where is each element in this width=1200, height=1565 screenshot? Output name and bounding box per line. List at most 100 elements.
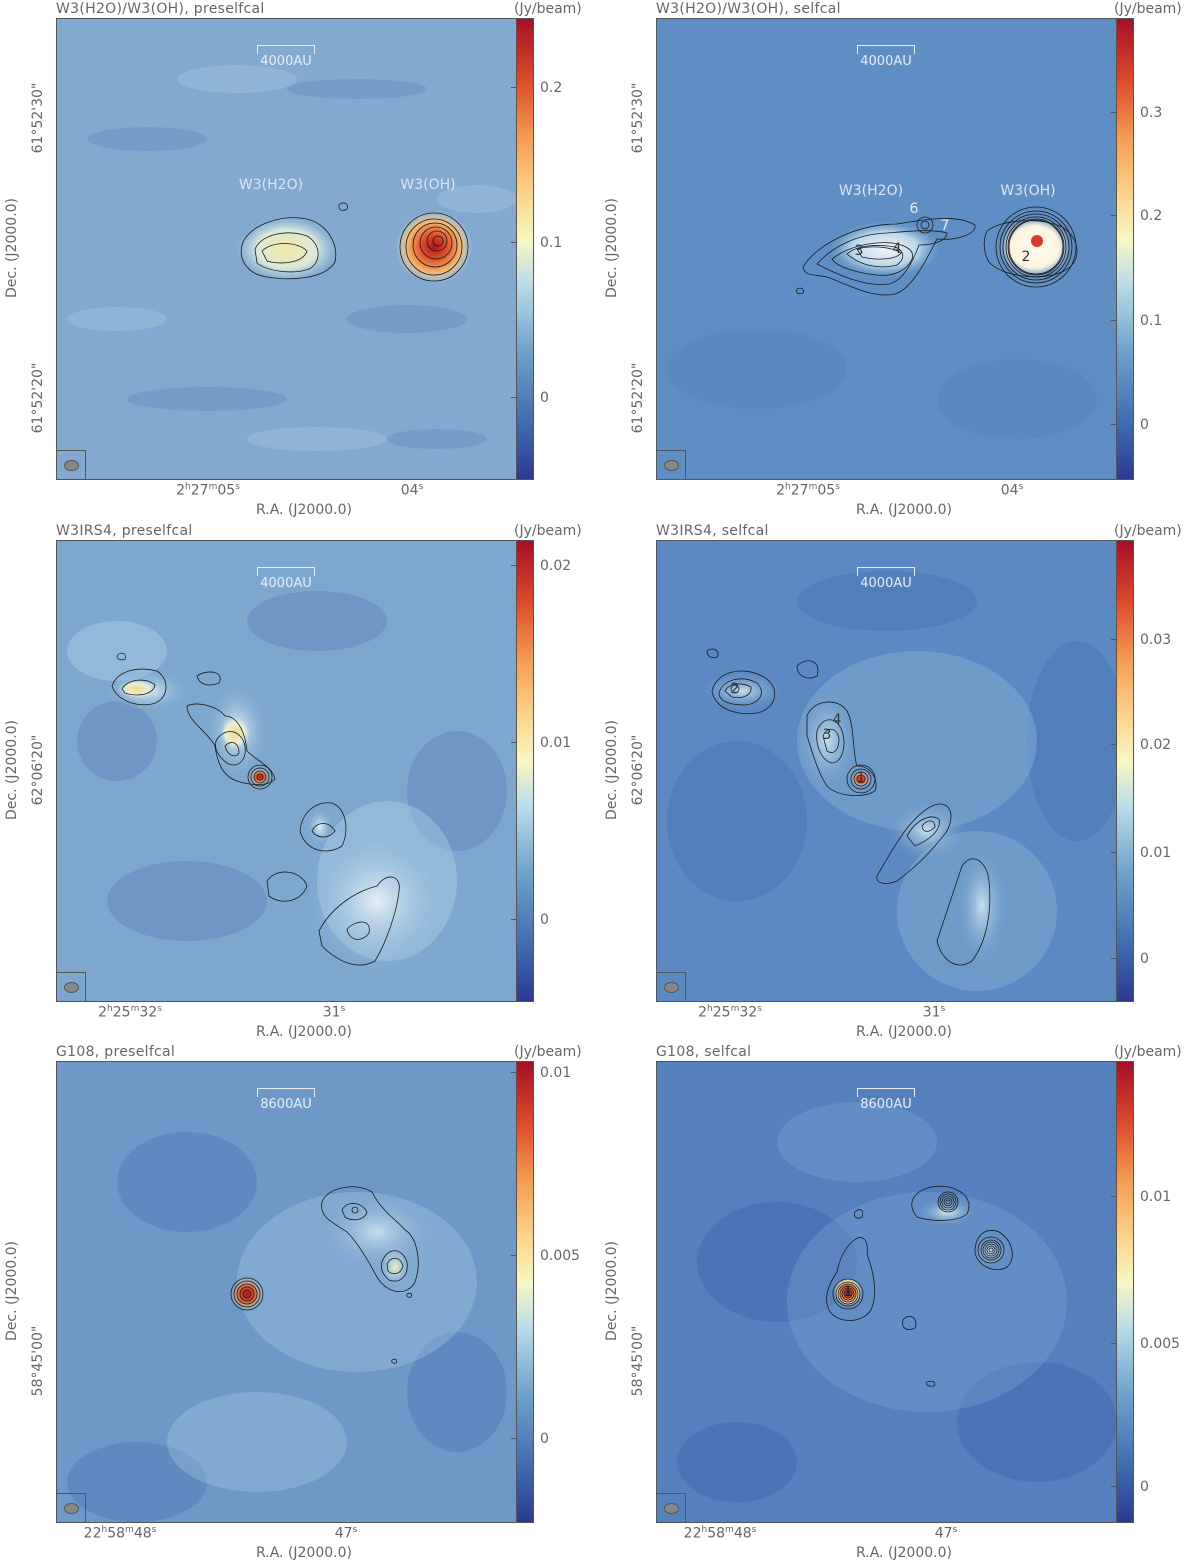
colorbar-tick: 0 — [540, 1431, 549, 1447]
ra-tick: 2h25m32s — [98, 1004, 162, 1021]
beam-ellipse — [657, 972, 686, 1001]
colorbar-tick: 0.02 — [1140, 737, 1172, 753]
colorbar-tick: 0.1 — [1140, 313, 1163, 329]
scale-label: 4000AU — [860, 576, 912, 591]
ra-tick: 47s — [334, 1525, 358, 1542]
ra-tick: 47s — [934, 1525, 958, 1542]
ra-tick: 2h25m32s — [698, 1004, 762, 1021]
source-label-w3h2o: W3(H2O) — [838, 183, 904, 199]
x-axis-label: R.A. (J2000.0) — [856, 502, 952, 518]
y-axis-label: Dec. (J2000.0) — [4, 1240, 20, 1342]
dec-tick: 58°45'00" — [630, 1325, 646, 1397]
panel-title: W3(H2O)/W3(OH), selfcal — [656, 1, 841, 17]
map-image — [657, 19, 1117, 479]
panel-g108-preselfcal: G108, preselfcal (Jy/beam) — [0, 1043, 600, 1563]
colorbar-unit: (Jy/beam) — [1114, 523, 1182, 539]
x-axis-label: R.A. (J2000.0) — [256, 502, 352, 518]
colorbar-tick: 0.01 — [540, 1065, 572, 1081]
intensity-map: 4000AU 2 4 3 1 — [656, 540, 1118, 1002]
colorbar-tick: 0 — [1140, 951, 1149, 967]
ra-tick: 04s — [400, 482, 424, 499]
colorbar-unit: (Jy/beam) — [514, 1, 582, 17]
x-axis-label: R.A. (J2000.0) — [856, 1545, 952, 1561]
scale-bar: 4000AU — [857, 45, 915, 69]
dec-tick: 58°45'00" — [30, 1325, 46, 1397]
scale-label: 4000AU — [860, 54, 912, 69]
colorbar-tick: 0 — [1140, 417, 1149, 433]
panel-w3h2o-preselfcal: W3(H2O)/W3(OH), preselfcal (Jy/beam) — [0, 0, 600, 520]
ra-tick: 31s — [322, 1004, 346, 1021]
colorbar-tick: 0.2 — [540, 80, 563, 96]
scale-bar: 4000AU — [857, 567, 915, 591]
peak-label: 4 — [832, 712, 842, 728]
colorbar-tick: 0.005 — [540, 1248, 581, 1264]
colorbar-tick: 0.01 — [1140, 1189, 1172, 1205]
ra-tick: 22h58m48s — [83, 1525, 157, 1542]
peak-label: 3 — [822, 727, 832, 743]
panel-title: G108, preselfcal — [56, 1044, 176, 1060]
y-axis-label: Dec. (J2000.0) — [604, 719, 620, 821]
colorbar-unit: (Jy/beam) — [514, 523, 582, 539]
colorbar-tick: 0.03 — [1140, 632, 1172, 648]
source-label-w3oh: W3(OH) — [400, 177, 456, 193]
colorbar — [1116, 1061, 1134, 1523]
colorbar-tick: 0.005 — [1140, 1336, 1181, 1352]
intensity-map: 8600AU — [56, 1061, 518, 1523]
peak-label: 1 — [856, 770, 866, 786]
scale-label: 4000AU — [260, 576, 312, 591]
beam-ellipse — [57, 450, 86, 479]
scale-bar: 8600AU — [857, 1088, 915, 1112]
dec-tick: 61°52'20" — [630, 362, 646, 434]
panel-title: W3IRS4, selfcal — [656, 523, 769, 539]
ra-tick: 04s — [1000, 482, 1024, 499]
scale-bar: 4000AU — [257, 567, 315, 591]
colorbar-unit: (Jy/beam) — [1114, 1044, 1182, 1060]
beam-ellipse — [57, 1493, 86, 1522]
scale-label: 4000AU — [260, 54, 312, 69]
ra-tick: 31s — [922, 1004, 946, 1021]
colorbar — [516, 1061, 534, 1523]
map-image — [57, 1062, 517, 1522]
panel-w3h2o-selfcal: W3(H2O)/W3(OH), selfcal (Jy/beam) — [600, 0, 1200, 520]
peak-label: 2 — [1021, 249, 1031, 265]
x-axis-label: R.A. (J2000.0) — [856, 1024, 952, 1040]
scale-bar: 4000AU — [257, 45, 315, 69]
x-axis-label: R.A. (J2000.0) — [256, 1024, 352, 1040]
colorbar-tick: 0.01 — [1140, 845, 1172, 861]
peak-label: 2 — [730, 681, 740, 697]
dec-tick: 62°06'20" — [630, 734, 646, 806]
colorbar-tick: 0.3 — [1140, 105, 1163, 121]
peak-label: 6 — [909, 201, 919, 217]
peak-label: 4 — [892, 241, 902, 257]
ra-tick: 2h27m05s — [776, 482, 840, 499]
map-image — [57, 541, 517, 1001]
scale-label: 8600AU — [260, 1097, 312, 1112]
y-axis-label: Dec. (J2000.0) — [604, 197, 620, 299]
colorbar-tick: 0.02 — [540, 558, 572, 574]
ra-tick: 22h58m48s — [683, 1525, 757, 1542]
colorbar-tick: 0.1 — [540, 235, 563, 251]
intensity-map: 4000AU W3(H2O) W3(OH) 6 7 3 4 2 — [656, 18, 1118, 480]
y-axis-label: Dec. (J2000.0) — [604, 1240, 620, 1342]
beam-ellipse — [57, 972, 86, 1001]
map-image — [57, 19, 517, 479]
colorbar — [516, 540, 534, 1002]
scale-bar: 8600AU — [257, 1088, 315, 1112]
colorbar — [1116, 18, 1134, 480]
intensity-map: 8600AU 1 — [656, 1061, 1118, 1523]
colorbar-tick: 0.01 — [540, 735, 572, 751]
colorbar — [1116, 540, 1134, 1002]
intensity-map: 4000AU — [56, 540, 518, 1002]
peak-label: 3 — [854, 243, 864, 259]
colorbar-tick: 0 — [540, 912, 549, 928]
colorbar-unit: (Jy/beam) — [1114, 1, 1182, 17]
y-axis-label: Dec. (J2000.0) — [4, 197, 20, 299]
x-axis-label: R.A. (J2000.0) — [256, 1545, 352, 1561]
ra-tick: 2h27m05s — [176, 482, 240, 499]
colorbar-unit: (Jy/beam) — [514, 1044, 582, 1060]
panel-title: W3IRS4, preselfcal — [56, 523, 193, 539]
dec-tick: 61°52'20" — [30, 362, 46, 434]
colorbar-tick: 0 — [1140, 1479, 1149, 1495]
panel-g108-selfcal: G108, selfcal (Jy/beam) — [600, 1043, 1200, 1563]
beam-ellipse — [657, 450, 686, 479]
